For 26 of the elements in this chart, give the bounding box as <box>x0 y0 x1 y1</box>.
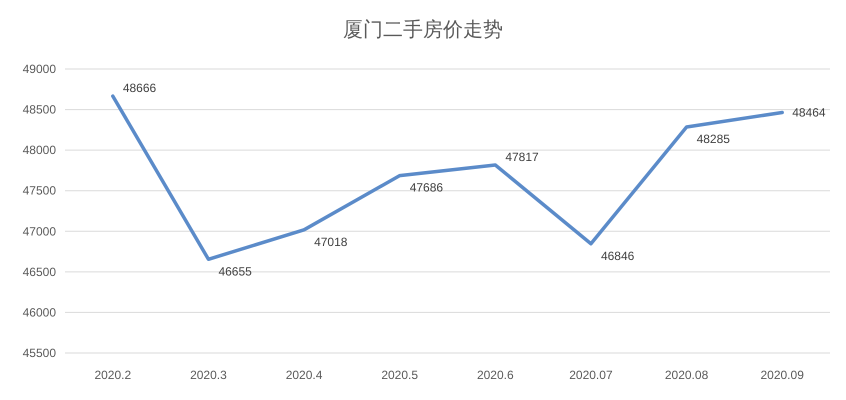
x-tick-label: 2020.2 <box>94 368 132 382</box>
x-tick-label: 2020.5 <box>381 368 418 382</box>
y-tick-label: 45500 <box>22 346 56 360</box>
x-tick-label: 2020.3 <box>190 368 228 382</box>
y-tick-label: 46000 <box>22 305 56 320</box>
chart-title: 厦门二手房价走势 <box>343 19 503 41</box>
data-label: 47018 <box>314 234 348 249</box>
x-tick-label: 2020.08 <box>664 368 709 382</box>
x-tick-label: 2020.6 <box>476 368 514 382</box>
y-tick-label: 47500 <box>22 184 56 198</box>
y-tick-label: 48000 <box>22 143 56 158</box>
y-tick-label: 48500 <box>22 102 56 117</box>
data-label: 48285 <box>696 132 730 146</box>
x-tick-label: 2020.09 <box>760 368 804 382</box>
data-label: 48464 <box>792 105 826 120</box>
y-tick-label: 47000 <box>22 224 56 238</box>
data-label: 46846 <box>600 248 635 263</box>
line-series <box>111 94 784 262</box>
y-tick-label: 46500 <box>22 264 56 279</box>
data-label: 48666 <box>122 81 157 96</box>
x-tick-label: 2020.4 <box>286 368 323 382</box>
data-label: 46655 <box>218 264 252 278</box>
y-tick-label: 49000 <box>22 62 56 76</box>
data-label: 47817 <box>505 150 540 164</box>
x-tick-label: 2020.07 <box>569 368 613 382</box>
data-label: 47686 <box>410 180 444 195</box>
